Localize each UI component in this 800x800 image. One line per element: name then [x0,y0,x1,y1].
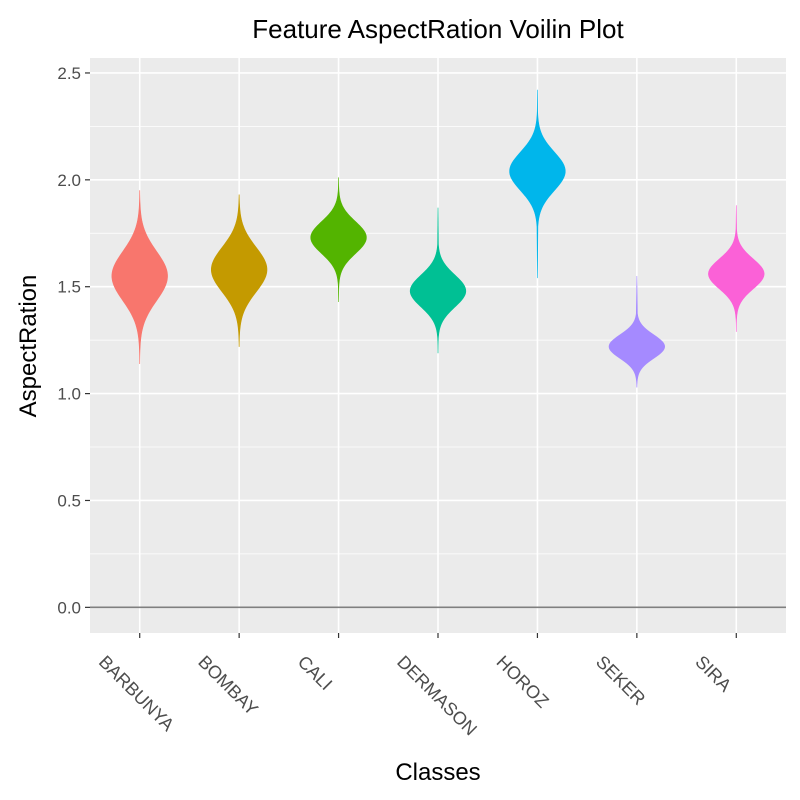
violin-cali [310,177,367,302]
x-axis-title: Classes [395,759,480,786]
y-axis-title: AspectRation [15,275,42,418]
y-tick-label: 2.5 [57,64,81,83]
chart-title: Feature AspectRation Voilin Plot [252,14,624,44]
y-tick-label: 0.5 [57,491,81,510]
violin-seker [608,276,666,388]
violin-sira [708,205,765,332]
violins-layer [111,89,765,388]
y-tick-label: 1.0 [57,385,81,404]
y-tick-label: 1.5 [57,278,81,297]
y-axis: 0.0 0.5 1.0 1.5 2.0 2.5 [57,64,90,617]
y-tick-label: 0.0 [57,598,81,617]
violin-horoz [509,89,566,279]
violin-barbunya [111,190,168,364]
y-tick-label: 2.0 [57,171,81,190]
violin-dermason [409,207,467,354]
violin-bombay [210,194,268,347]
